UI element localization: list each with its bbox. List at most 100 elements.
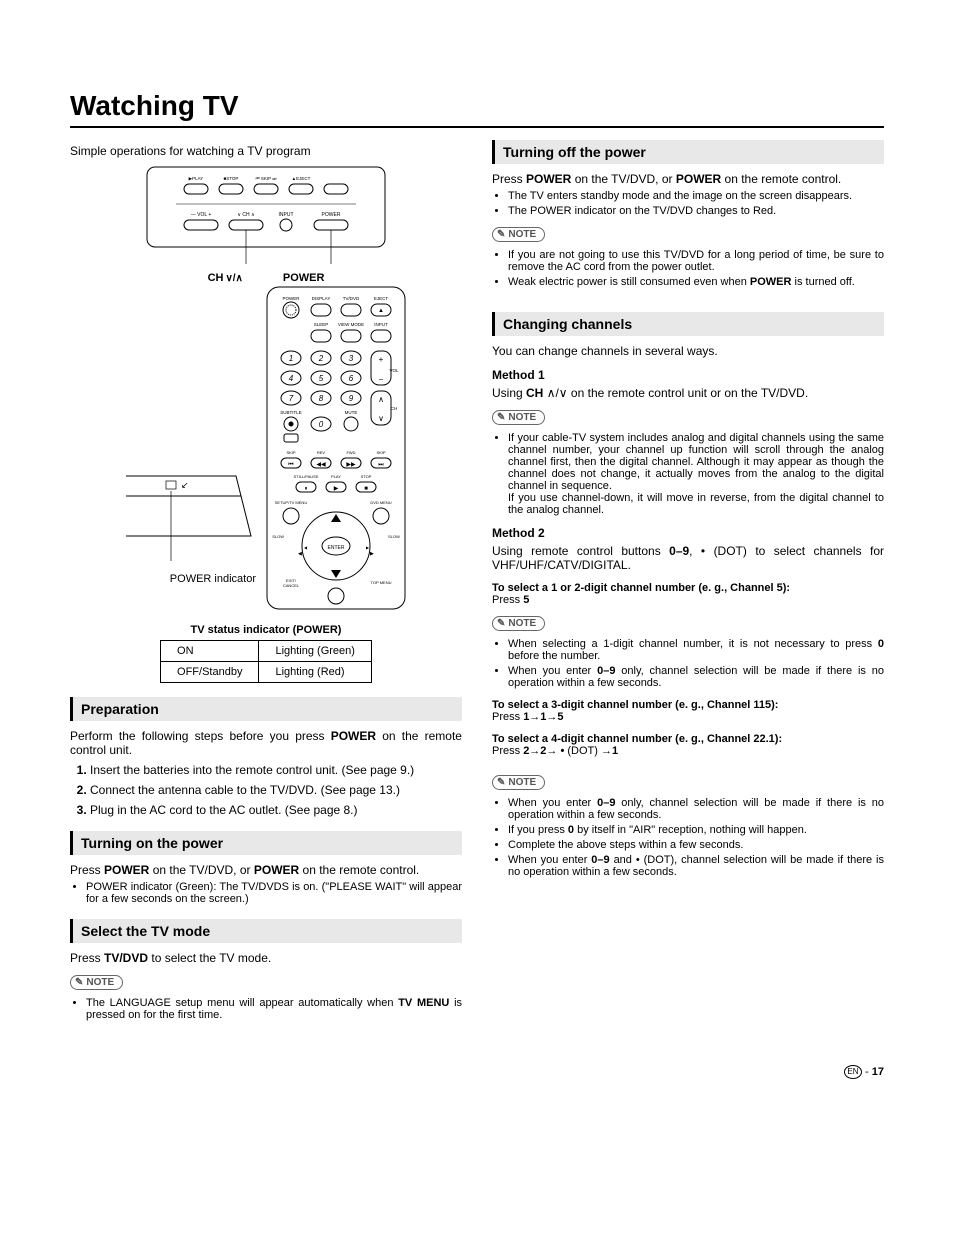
- svg-text:CANCEL: CANCEL: [283, 583, 300, 588]
- table-row: OFF/StandbyLighting (Red): [161, 662, 372, 683]
- section-turn-off: Turning off the power: [492, 140, 884, 164]
- svg-text:DVD MENU: DVD MENU: [370, 500, 391, 505]
- turn-off-bullets: The TV enters standby mode and the image…: [492, 190, 884, 217]
- panel-labels: CH ∨/∧ POWER: [70, 272, 462, 284]
- svg-text:INPUT: INPUT: [374, 322, 388, 327]
- prep-steps: Insert the batteries into the remote con…: [70, 763, 462, 817]
- select-3: To select a 3-digit channel number (e. g…: [492, 699, 884, 723]
- note-badge: NOTE: [70, 975, 123, 990]
- svg-text:∧: ∧: [378, 395, 384, 404]
- svg-text:■STOP: ■STOP: [224, 176, 239, 181]
- select-12: To select a 1 or 2-digit channel number …: [492, 582, 884, 606]
- left-column: Simple operations for watching a TV prog…: [70, 140, 462, 1025]
- svg-text:SKIP: SKIP: [286, 450, 295, 455]
- svg-text:SLEEP: SLEEP: [314, 322, 329, 327]
- right-column: Turning off the power Press POWER on the…: [492, 140, 884, 1025]
- final-notes: When you enter 0–9 only, channel selecti…: [492, 797, 884, 878]
- svg-text:VIEW MODE: VIEW MODE: [338, 322, 364, 327]
- svg-text:SLOW: SLOW: [272, 534, 284, 539]
- svg-text:POWER: POWER: [282, 296, 300, 301]
- method-2-body: Using remote control buttons 0–9, • (DOT…: [492, 544, 884, 572]
- svg-text:▶▶: ▶▶: [346, 462, 356, 468]
- svg-text:SUBTITLE: SUBTITLE: [280, 410, 302, 415]
- svg-text:4: 4: [289, 374, 294, 383]
- svg-text:■: ■: [364, 486, 368, 492]
- svg-text:VOL: VOL: [389, 368, 399, 373]
- select-12-notes: When selecting a 1-digit channel number,…: [492, 638, 884, 689]
- section-turn-on: Turning on the power: [70, 831, 462, 855]
- svg-text:REV: REV: [317, 450, 326, 455]
- turn-on-body: Press POWER on the TV/DVD, or POWER on t…: [70, 863, 462, 877]
- svg-text:⏸: ⏸: [304, 486, 307, 492]
- note-badge: NOTE: [492, 616, 545, 631]
- turn-on-bullets: POWER indicator (Green): The TV/DVDS is …: [70, 881, 462, 905]
- svg-text:9: 9: [349, 394, 354, 403]
- svg-text:1: 1: [289, 354, 293, 363]
- table-row: ONLighting (Green): [161, 641, 372, 662]
- svg-text:◀◀: ◀◀: [316, 462, 326, 468]
- table-title: TV status indicator (POWER): [70, 624, 462, 636]
- svg-text:6: 6: [349, 374, 354, 383]
- svg-text:SLOW: SLOW: [388, 534, 400, 539]
- changing-intro: You can change channels in several ways.: [492, 344, 884, 358]
- svg-text:▶PLAY: ▶PLAY: [189, 176, 204, 181]
- method-1-body: Using CH ∧/∨ on the remote control unit …: [492, 386, 884, 400]
- svg-text:−: −: [379, 375, 384, 384]
- svg-text:▶: ▶: [370, 551, 374, 557]
- note-badge: NOTE: [492, 775, 545, 790]
- svg-text:EJECT: EJECT: [374, 296, 389, 301]
- turn-off-body: Press POWER on the TV/DVD, or POWER on t…: [492, 172, 884, 186]
- svg-text:POWER: POWER: [322, 212, 341, 218]
- note-badge: NOTE: [492, 410, 545, 425]
- svg-text:⏮ SKIP ⏭: ⏮ SKIP ⏭: [256, 176, 277, 181]
- top-panel-diagram: ▶PLAY■STOP⏮ SKIP ⏭▲EJECT — VOL + ∨ CH ∧ …: [70, 166, 462, 266]
- section-changing: Changing channels: [492, 312, 884, 336]
- svg-text:∨ CH ∧: ∨ CH ∧: [237, 212, 255, 218]
- remote-diagram: ↙ POWER indicator POWERDISPLAYTV/DVDEJEC…: [70, 286, 462, 616]
- svg-text:SETUP/TV MENU: SETUP/TV MENU: [275, 500, 308, 505]
- svg-text:DISPLAY: DISPLAY: [312, 296, 331, 301]
- svg-text:◀: ◀: [298, 551, 302, 557]
- svg-text:⏭: ⏭: [378, 462, 384, 468]
- page-title: Watching TV: [70, 90, 884, 128]
- section-select-tv: Select the TV mode: [70, 919, 462, 943]
- lang-badge: EN: [844, 1065, 862, 1079]
- svg-text:TV/DVD: TV/DVD: [343, 296, 360, 301]
- svg-text:∨: ∨: [378, 414, 384, 423]
- svg-text:STILL/PAUSE: STILL/PAUSE: [293, 474, 318, 479]
- svg-text:2: 2: [318, 354, 324, 363]
- intro-text: Simple operations for watching a TV prog…: [70, 144, 462, 158]
- method-1-label: Method 1: [492, 368, 884, 382]
- select-4: To select a 4-digit channel number (e. g…: [492, 733, 884, 757]
- status-table: ONLighting (Green) OFF/StandbyLighting (…: [160, 640, 372, 683]
- svg-text:3: 3: [349, 354, 354, 363]
- page-footer: EN - 17: [70, 1065, 884, 1079]
- svg-text:▶: ▶: [334, 486, 339, 492]
- svg-text:TOP MENU: TOP MENU: [371, 580, 392, 585]
- svg-text:STOP: STOP: [361, 474, 372, 479]
- svg-text:7: 7: [289, 394, 294, 403]
- svg-text:▲: ▲: [378, 308, 384, 314]
- section-preparation: Preparation: [70, 697, 462, 721]
- svg-text:◀: ◀: [304, 545, 308, 550]
- svg-text:0: 0: [319, 420, 324, 429]
- prep-intro: Perform the following steps before you p…: [70, 729, 462, 757]
- method-2-label: Method 2: [492, 526, 884, 540]
- svg-text:FWD: FWD: [346, 450, 355, 455]
- select-tv-note: The LANGUAGE setup menu will appear auto…: [70, 997, 462, 1021]
- svg-text:INPUT: INPUT: [279, 212, 294, 218]
- svg-text:MUTE: MUTE: [345, 410, 358, 415]
- svg-text:↙: ↙: [181, 480, 189, 490]
- svg-text:⏮: ⏮: [288, 462, 294, 468]
- svg-text:CH: CH: [391, 406, 398, 411]
- svg-text:— VOL +: — VOL +: [191, 212, 212, 218]
- select-tv-body: Press TV/DVD to select the TV mode.: [70, 951, 462, 965]
- method-1-note: If your cable-TV system includes analog …: [492, 432, 884, 516]
- svg-text:PLAY: PLAY: [331, 474, 341, 479]
- svg-text:5: 5: [319, 374, 324, 383]
- svg-text:+: +: [379, 355, 384, 364]
- svg-text:▲EJECT: ▲EJECT: [292, 176, 311, 181]
- turn-off-notes: If you are not going to use this TV/DVD …: [492, 249, 884, 288]
- note-badge: NOTE: [492, 227, 545, 242]
- svg-text:ENTER: ENTER: [328, 545, 345, 551]
